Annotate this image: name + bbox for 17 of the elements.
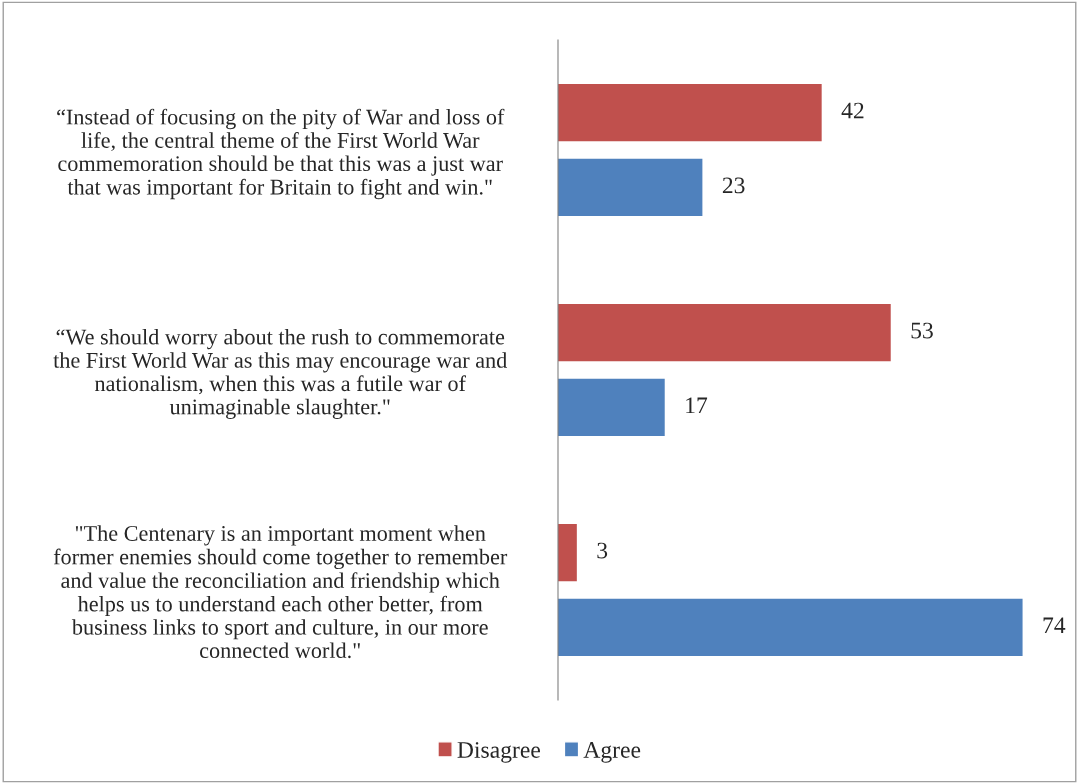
data-label: 17 [686, 397, 708, 414]
y-tick-label: "The Centenary is an important moment when former enemies should come together to remember and value the reconciliation and friendship which helps us to understand each other better, from business links to sport and culture, in our more connected world." [53, 525, 508, 659]
bar [558, 158, 703, 216]
data-label: 74 [1043, 617, 1066, 634]
data-label: 42 [841, 102, 864, 119]
bar [558, 378, 665, 436]
bar [558, 598, 1023, 656]
data-label: 23 [722, 177, 745, 194]
bar [558, 524, 577, 582]
data-label: 53 [911, 322, 933, 339]
y-tick-label: “We should worry about the rush to commemorate the First World War as this may encourage war and nationalism, when this was a futile war of unimaginable slaughter." [53, 328, 508, 419]
bar [558, 84, 822, 142]
y-tick-label: “Instead of focusing on the pity of War and loss of life, the central theme of the First World War commemoration should be that this was a just war that was important for Britain to fight and win." [57, 108, 505, 200]
legend-label: Agree [583, 742, 641, 763]
legend-label: Disagree [457, 742, 540, 763]
data-label: 3 [597, 542, 608, 559]
bar [558, 304, 891, 362]
